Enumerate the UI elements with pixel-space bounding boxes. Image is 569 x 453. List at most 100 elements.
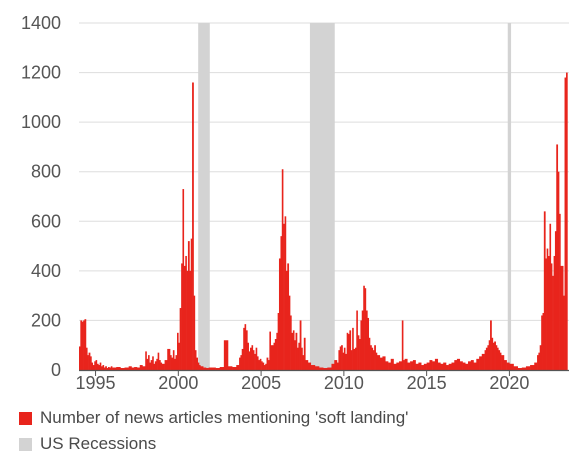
recession-band-2 [309,23,335,370]
bar-1994.67 [90,356,92,370]
bar-2005.08 [262,362,265,370]
bar-2007.67 [305,360,309,370]
bar-1996.75 [124,367,129,370]
bar-2019.67 [503,360,507,370]
bar-1998.33 [150,360,153,370]
bar-2013.83 [407,362,411,370]
bar-2000.83 [192,82,194,370]
bar-2010.25 [348,334,350,370]
bar-2010.75 [356,310,358,370]
bar-2015.83 [440,363,444,370]
bar-2002.25 [215,368,221,370]
bar-1994.75 [91,362,94,370]
x-tick-label-2015: 2015 [407,373,447,393]
bar-1995.42 [102,365,105,370]
bar-2006.92 [292,330,295,370]
bar-2009.67 [338,350,341,370]
bar-2021.67 [537,355,539,370]
bar-2013.17 [396,362,400,370]
bar-2021.92 [541,315,543,370]
bar-2006.08 [278,258,281,370]
bar-2005.17 [263,365,266,370]
bar-1994 [79,346,81,370]
bar-2007 [294,340,296,370]
bar-2011.08 [361,310,364,370]
bar-1994.58 [88,352,91,370]
y-tick-label-1000: 1000 [21,112,61,132]
bar-2004.58 [254,353,256,370]
bar-1994.5 [87,355,89,370]
bar-2021.75 [538,352,540,370]
bar-1995.58 [105,366,107,370]
bar-1998.67 [156,358,158,370]
bar-2022.67 [553,255,556,370]
bar-2017.5 [468,361,472,370]
bar-2018.67 [487,345,490,370]
bar-2017 [459,361,463,370]
bar-2010.58 [353,348,356,370]
bar-2023.17 [561,265,564,370]
legend-item-recessions: US Recessions [19,431,408,453]
bar-2011.58 [370,345,372,370]
bar-2013 [393,363,397,370]
bar-2000.17 [181,263,183,370]
bar-2015.17 [429,360,433,370]
bar-2014.17 [412,360,416,370]
bar-2016.17 [446,365,449,370]
bar-2021.83 [539,345,542,370]
bar-1996.25 [116,367,121,370]
article-bars [79,72,568,371]
legend: Number of news articles mentioning 'soft… [19,405,408,453]
bar-2019.25 [496,347,499,370]
bar-2003.83 [241,348,244,370]
bar-1998.75 [157,352,160,370]
bar-2012.67 [388,362,392,370]
bar-1995.92 [110,366,113,370]
bar-1995.17 [98,365,100,370]
bar-1995.33 [101,366,103,370]
bar-2019.17 [495,345,498,370]
bar-2011.5 [368,337,371,370]
bar-2011.67 [371,347,374,370]
bar-2007.08 [295,332,298,370]
y-tick-labels: 0 200 400 600 800 1000 1200 1400 [21,13,61,380]
bar-2004.75 [256,356,259,370]
bar-1999.67 [172,350,175,370]
bar-2006.17 [280,236,283,370]
bar-2005.92 [276,332,278,370]
bar-2005.33 [266,357,269,370]
bar-2002 [211,367,216,370]
bar-2006.58 [287,263,290,370]
bar-2012.83 [390,358,394,370]
bar-2001.67 [205,368,209,370]
recession-band-3 [507,23,512,370]
bar-2006.25 [281,169,284,370]
bar-2016.67 [454,360,458,370]
bar-2020.75 [521,367,527,370]
bar-2019.5 [501,355,505,370]
bar-2005.83 [274,339,277,370]
bar-2021 [525,366,531,370]
bar-2003.5 [236,365,240,370]
bar-2013.5 [401,320,404,370]
bar-2021.5 [534,362,538,370]
bar-2012 [376,355,381,370]
bar-1998.92 [160,362,163,370]
bar-2017.67 [470,360,474,370]
bar-1994.42 [85,347,88,370]
bar-2022 [542,312,545,370]
y-tick-label-400: 400 [31,261,61,281]
bar-2009.42 [334,360,338,370]
bar-2010.83 [357,335,360,370]
bar-2009.25 [331,363,335,370]
bar-2001.17 [197,362,200,370]
bar-2000.67 [189,270,192,370]
bar-2019.33 [498,350,501,370]
bar-2001.5 [203,367,207,370]
bar-2005.42 [268,360,270,370]
bar-2004.92 [259,358,262,370]
bar-2006.33 [283,223,285,370]
bar-2022.83 [556,144,559,370]
bar-2007.5 [302,355,305,370]
